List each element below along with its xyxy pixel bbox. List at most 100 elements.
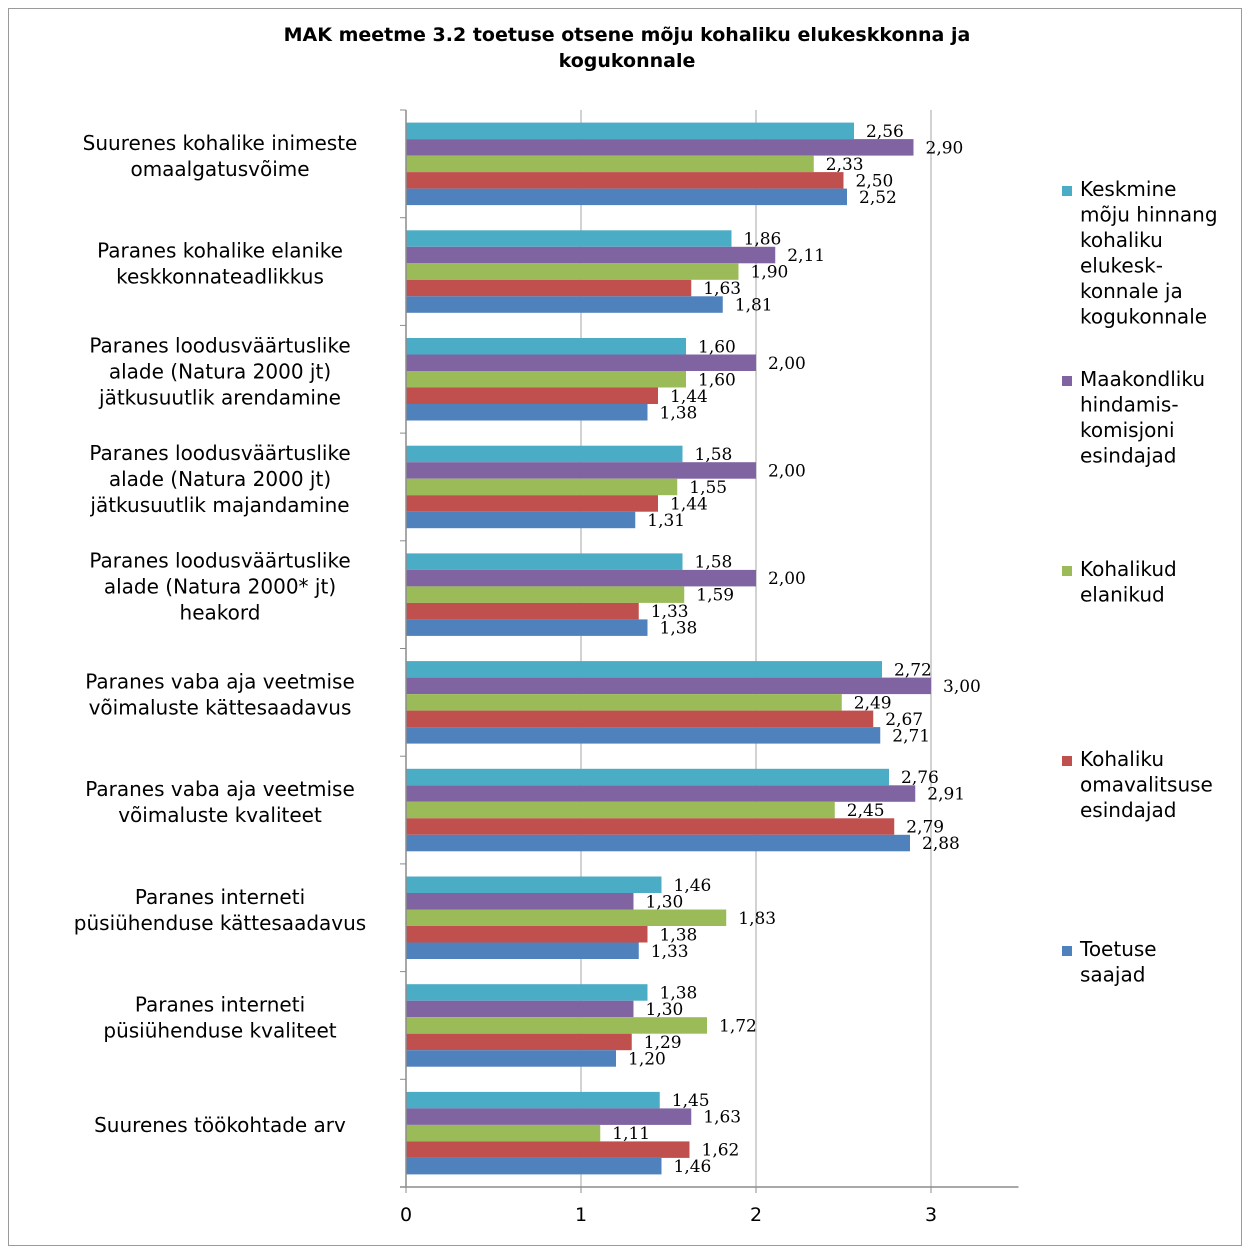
bar-6-series-3	[406, 694, 842, 711]
legend-label-2-line-1: Maakondliku	[1080, 367, 1205, 391]
value-label-2-series-3: 1,90	[751, 263, 789, 283]
value-label-3-series-2: 2,00	[768, 354, 806, 374]
value-label-9-series-1: 1,38	[660, 983, 698, 1003]
legend-label-5-line-2: saajad	[1080, 963, 1145, 987]
value-label-1-series-4: 2,50	[856, 171, 894, 191]
bar-8-series-3	[406, 909, 727, 926]
category-label-8-line-1: Paranes interneti	[135, 885, 305, 909]
bar-3-series-5	[406, 404, 648, 421]
value-label-1-series-3: 2,33	[826, 155, 864, 175]
x-tick-label-0: 0	[400, 1204, 412, 1226]
category-label-2-line-2: keskkonnateadlikkus	[116, 265, 324, 289]
value-label-8-series-3: 1,83	[738, 909, 776, 929]
value-label-3-series-5: 1,38	[660, 403, 698, 423]
value-label-5-series-2: 2,00	[768, 569, 806, 589]
bar-10-series-1	[406, 1091, 660, 1109]
bar-7-series-2	[406, 785, 916, 802]
value-label-6-series-4: 2,67	[885, 710, 923, 730]
value-label-9-series-5: 1,20	[628, 1049, 666, 1069]
value-label-8-series-5: 1,33	[651, 942, 689, 962]
legend-label-4-line-1: Kohaliku	[1080, 747, 1164, 771]
value-label-2-series-2: 2,11	[787, 246, 825, 266]
bar-8-series-2	[406, 893, 634, 910]
legend-label-2-line-2: hindamis-	[1080, 393, 1179, 417]
category-label-3-line-1: Paranes loodusväärtuslike	[89, 333, 350, 357]
bar-3-series-4	[406, 387, 658, 404]
category-label-6-line-1: Paranes vaba aja veetmise	[85, 669, 355, 693]
value-label-1-series-1: 2,56	[866, 122, 904, 142]
bar-6-series-2	[406, 677, 931, 695]
bar-5-series-3	[406, 586, 685, 603]
category-label-3-line-3: jätkusuutlik arendamine	[98, 385, 341, 409]
bar-6-series-5	[406, 727, 881, 744]
bar-9-series-2	[406, 1000, 634, 1018]
bar-2-series-3	[406, 263, 739, 280]
legend-label-3-line-2: elanikud	[1080, 583, 1165, 607]
value-label-1-series-5: 2,52	[859, 188, 897, 208]
x-tick-label-1: 1	[575, 1204, 587, 1226]
value-label-7-series-3: 2,45	[847, 801, 885, 821]
value-label-6-series-3: 2,49	[854, 693, 892, 713]
legend-label-2-line-4: esindajad	[1080, 444, 1176, 468]
value-label-4-series-2: 2,00	[768, 461, 806, 481]
category-label-4-line-1: Paranes loodusväärtuslike	[89, 441, 350, 465]
value-label-7-series-1: 2,76	[901, 768, 939, 788]
value-label-5-series-4: 1,33	[651, 602, 689, 622]
bar-8-series-5	[406, 942, 639, 959]
value-label-3-series-3: 1,60	[698, 370, 736, 390]
bar-1-series-2	[406, 139, 914, 156]
bar-10-series-5	[406, 1157, 662, 1175]
bar-9-series-1	[406, 984, 648, 1001]
legend-label-1-line-4: elukesk-	[1080, 254, 1163, 278]
bar-5-series-4	[406, 602, 639, 620]
bar-8-series-4	[406, 926, 648, 943]
legend-swatch-1	[1062, 186, 1072, 196]
value-label-6-series-2: 3,00	[943, 677, 981, 697]
value-label-4-series-4: 1,44	[670, 494, 708, 514]
value-label-10-series-5: 1,46	[674, 1157, 712, 1177]
value-label-1-series-2: 2,90	[926, 138, 964, 158]
category-label-5-line-3: heakord	[180, 601, 261, 625]
legend-label-3-line-1: Kohalikud	[1080, 557, 1177, 581]
bar-4-series-1	[406, 445, 683, 463]
value-label-8-series-4: 1,38	[660, 925, 698, 945]
bar-6-series-4	[406, 710, 874, 728]
bar-2-series-2	[406, 246, 776, 264]
category-label-1-line-2: omaalgatusvõime	[130, 157, 309, 181]
value-label-8-series-1: 1,46	[674, 876, 712, 896]
category-label-5-line-2: alade (Natura 2000* jt)	[104, 575, 336, 599]
value-label-9-series-2: 1,30	[646, 1000, 684, 1020]
value-label-4-series-3: 1,55	[689, 478, 727, 498]
bar-4-series-5	[406, 511, 636, 529]
chart-title: MAK meetme 3.2 toetuse otsene mõju kohal…	[0, 22, 1254, 74]
bar-9-series-5	[406, 1050, 616, 1067]
value-label-3-series-1: 1,60	[698, 337, 736, 357]
bar-9-series-4	[406, 1033, 632, 1051]
value-label-6-series-1: 2,72	[894, 660, 932, 680]
value-label-7-series-4: 2,79	[906, 818, 944, 838]
category-label-6-line-2: võimaluste kättesaadavus	[89, 695, 352, 719]
value-label-6-series-5: 2,71	[892, 726, 930, 746]
bar-1-series-4	[406, 172, 844, 189]
bar-9-series-3	[406, 1017, 707, 1034]
value-label-9-series-4: 1,29	[644, 1033, 682, 1053]
category-label-4-line-3: jätkusuutlik majandamine	[89, 493, 349, 517]
category-label-5-line-1: Paranes loodusväärtuslike	[89, 549, 350, 573]
legend-swatch-4	[1062, 756, 1072, 766]
category-label-2-line-1: Paranes kohalike elanike	[97, 239, 343, 263]
value-label-2-series-1: 1,86	[744, 230, 782, 250]
legend-label-1-line-6: kogukonnale	[1080, 305, 1207, 329]
value-label-8-series-2: 1,30	[646, 892, 684, 912]
category-label-9-line-2: püsiühenduse kvaliteet	[103, 1018, 336, 1042]
category-label-3-line-2: alade (Natura 2000 jt)	[109, 359, 331, 383]
bar-8-series-1	[406, 876, 662, 893]
bar-1-series-5	[406, 188, 847, 206]
x-tick-label-3: 3	[925, 1204, 937, 1226]
value-label-4-series-5: 1,31	[647, 511, 685, 531]
legend-label-5-line-1: Toetuse	[1079, 937, 1157, 961]
value-label-10-series-4: 1,62	[702, 1141, 740, 1161]
legend-label-1-line-3: kohaliku	[1080, 228, 1163, 252]
value-label-2-series-5: 1,81	[735, 296, 773, 316]
bar-7-series-1	[406, 768, 889, 786]
